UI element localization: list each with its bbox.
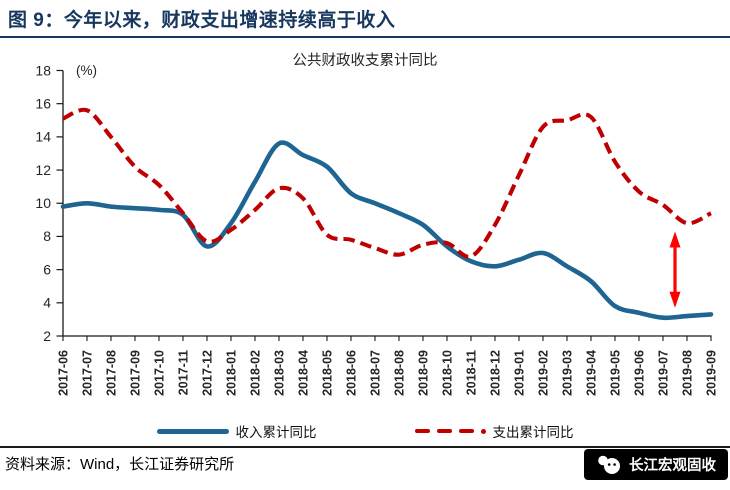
x-axis-tick-label: 2017-06 [57,350,71,396]
x-axis-tick-label: 2019-05 [609,350,623,396]
x-axis-tick-label: 2018-04 [297,350,311,396]
y-axis-tick-label: 12 [35,162,51,178]
y-axis-tick-label: 8 [43,228,51,244]
y-axis-tick-label: 16 [35,95,51,111]
x-axis-tick-label: 2019-03 [561,350,575,396]
y-axis-tick-label: 6 [43,261,51,277]
x-axis-tick-label: 2018-03 [273,350,287,396]
x-axis-tick-label: 2017-10 [153,350,167,396]
x-axis-tick-label: 2017-07 [81,350,95,396]
chart-title: 公共财政收支累计同比 [292,53,438,69]
footer-divider [0,446,730,448]
legend-item-expenditure: 支出累计同比 [414,421,574,441]
x-axis-tick-label: 2018-10 [441,350,455,396]
source-note: 资料来源：Wind，长江证券研究所 [5,456,235,473]
x-axis-tick-label: 2019-09 [705,350,719,396]
x-axis-tick-label: 2017-09 [129,350,143,396]
x-axis-tick-label: 2018-08 [393,350,407,396]
x-axis-tick-label: 2019-07 [657,350,671,396]
chart-legend: 收入累计同比 支出累计同比 [0,421,730,441]
x-axis-tick-label: 2019-06 [633,350,647,396]
title-divider [0,36,730,38]
x-axis-tick-label: 2019-01 [513,350,527,396]
x-axis-tick-label: 2018-01 [225,350,239,396]
badge-logo-icon [598,455,620,474]
x-axis-tick-label: 2019-02 [537,350,551,396]
y-axis-tick-label: 2 [43,328,51,344]
badge-label: 长江宏观固收 [629,458,716,474]
x-axis-tick-label: 2018-07 [369,350,383,396]
x-axis-tick-label: 2019-08 [681,350,695,396]
x-axis-tick-label: 2017-08 [105,350,119,396]
y-axis-tick-label: 4 [43,295,51,311]
gap-arrow-head-up [669,231,681,248]
income-line-sample-icon [156,428,229,434]
x-axis-tick-label: 2018-12 [489,350,503,396]
x-axis-tick-label: 2018-09 [417,350,431,396]
y-axis-tick-label: 10 [35,195,51,211]
expenditure-line [62,107,712,259]
gap-arrow-head-down [669,291,681,308]
x-axis-tick-label: 2017-11 [177,350,191,395]
x-axis-tick-label: 2018-02 [249,350,263,396]
axis-frame [62,70,712,337]
expenditure-line-sample-icon [414,428,486,434]
wechat-badge: 长江宏观固收 [584,449,728,480]
x-axis-tick-label: 2018-06 [345,350,359,396]
legend-item-income: 收入累计同比 [156,421,317,441]
x-axis-tick-label: 2019-04 [585,350,599,396]
legend-label-income: 收入累计同比 [235,425,317,440]
y-axis-tick-label: 18 [35,62,51,78]
income-line [60,140,714,321]
x-axis-tick-label: 2018-05 [321,350,335,396]
x-axis-tick-label: 2018-11 [465,350,479,395]
legend-label-expenditure: 支出累计同比 [492,425,574,440]
figure-title: 图 9：今年以来，财政支出增速持续高于收入 [8,10,396,31]
line-chart-plot: 2 4 6 8 10 12 14 16 18 (%) 2017-06 2017-07 2017-08 20… [35,62,719,396]
x-axis-tick-label: 2017-12 [201,350,215,396]
y-axis-tick-label: 14 [35,129,51,145]
y-axis-unit-label: (%) [76,63,97,78]
